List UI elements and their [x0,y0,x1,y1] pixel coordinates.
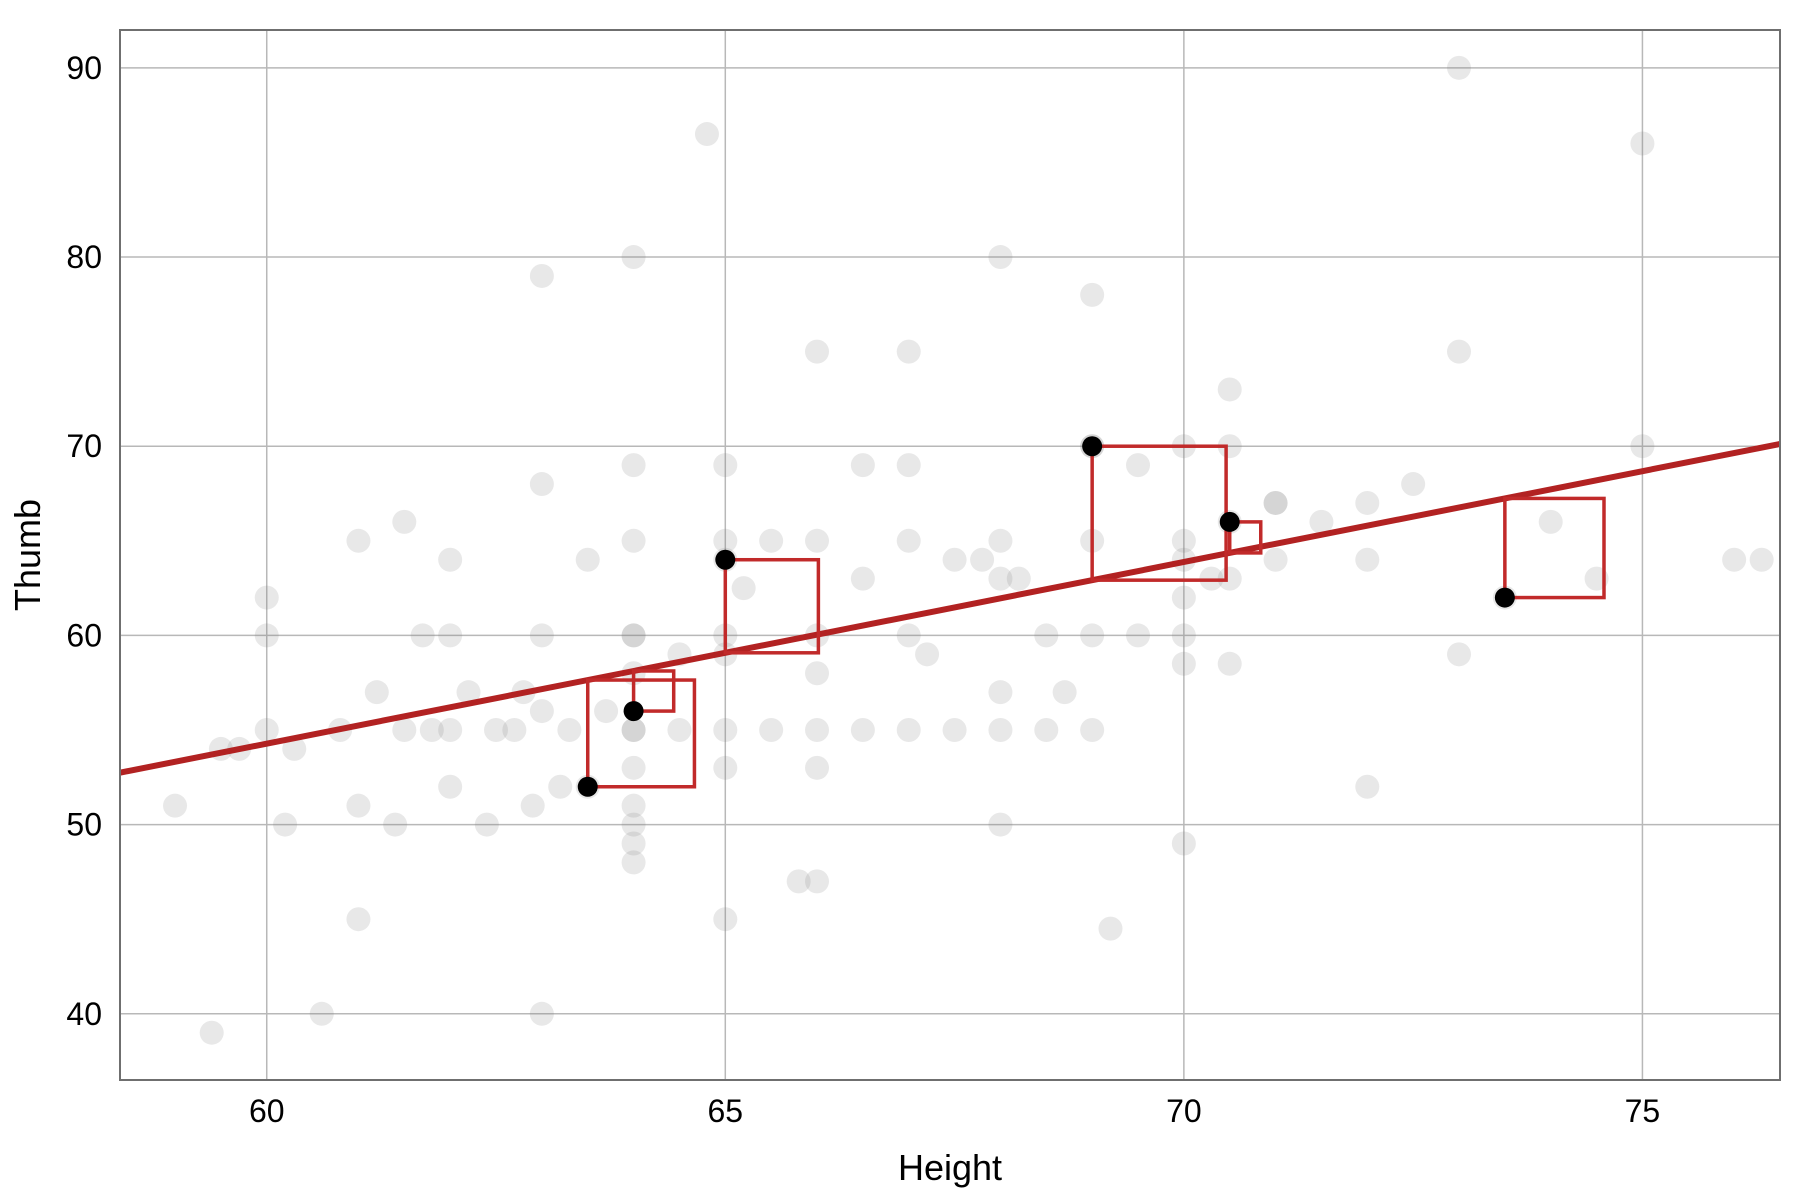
x-tick-label: 60 [249,1093,285,1129]
chart-svg: 60 65 70 75 40 50 60 70 80 90 Height Thumb [0,0,1800,1200]
y-tick-label: 90 [66,50,102,86]
y-axis-label: Thumb [7,499,48,611]
y-tick-label: 40 [66,996,102,1032]
x-tick-label: 65 [708,1093,744,1129]
x-axis-label: Height [898,1147,1002,1188]
y-tick-label: 60 [66,617,102,653]
x-tick-label: 70 [1166,1093,1202,1129]
x-tick-label: 75 [1625,1093,1661,1129]
y-tick-label: 70 [66,428,102,464]
scatter-regression-chart: 60 65 70 75 40 50 60 70 80 90 Height Thumb [0,0,1800,1200]
y-tick-label: 50 [66,807,102,843]
y-tick-label: 80 [66,239,102,275]
